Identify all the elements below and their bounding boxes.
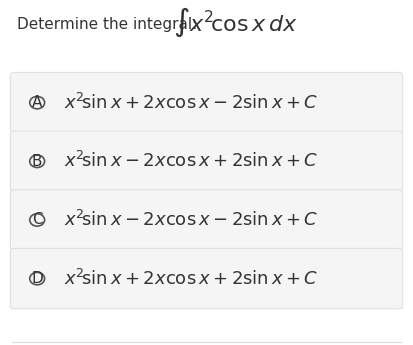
Text: $x^2\!\sin x - 2x\cos x - 2\sin x + C$: $x^2\!\sin x - 2x\cos x - 2\sin x + C$ (64, 210, 318, 230)
Text: $x^2\!\sin x + 2x\cos x - 2\sin x + C$: $x^2\!\sin x + 2x\cos x - 2\sin x + C$ (64, 92, 318, 113)
Text: A: A (32, 95, 43, 110)
Text: $\int x^2\!\cos x\,dx$: $\int x^2\!\cos x\,dx$ (173, 6, 298, 39)
Text: B: B (32, 154, 43, 169)
Text: $x^2\!\sin x - 2x\cos x + 2\sin x + C$: $x^2\!\sin x - 2x\cos x + 2\sin x + C$ (64, 151, 318, 171)
Text: Determine the integral:: Determine the integral: (17, 17, 197, 32)
Text: C: C (32, 213, 43, 227)
Text: $x^2\!\sin x + 2x\cos x + 2\sin x + C$: $x^2\!\sin x + 2x\cos x + 2\sin x + C$ (64, 268, 318, 289)
FancyBboxPatch shape (10, 248, 403, 309)
FancyBboxPatch shape (10, 190, 403, 250)
FancyBboxPatch shape (10, 72, 403, 133)
Text: D: D (31, 271, 43, 286)
FancyBboxPatch shape (10, 131, 403, 191)
